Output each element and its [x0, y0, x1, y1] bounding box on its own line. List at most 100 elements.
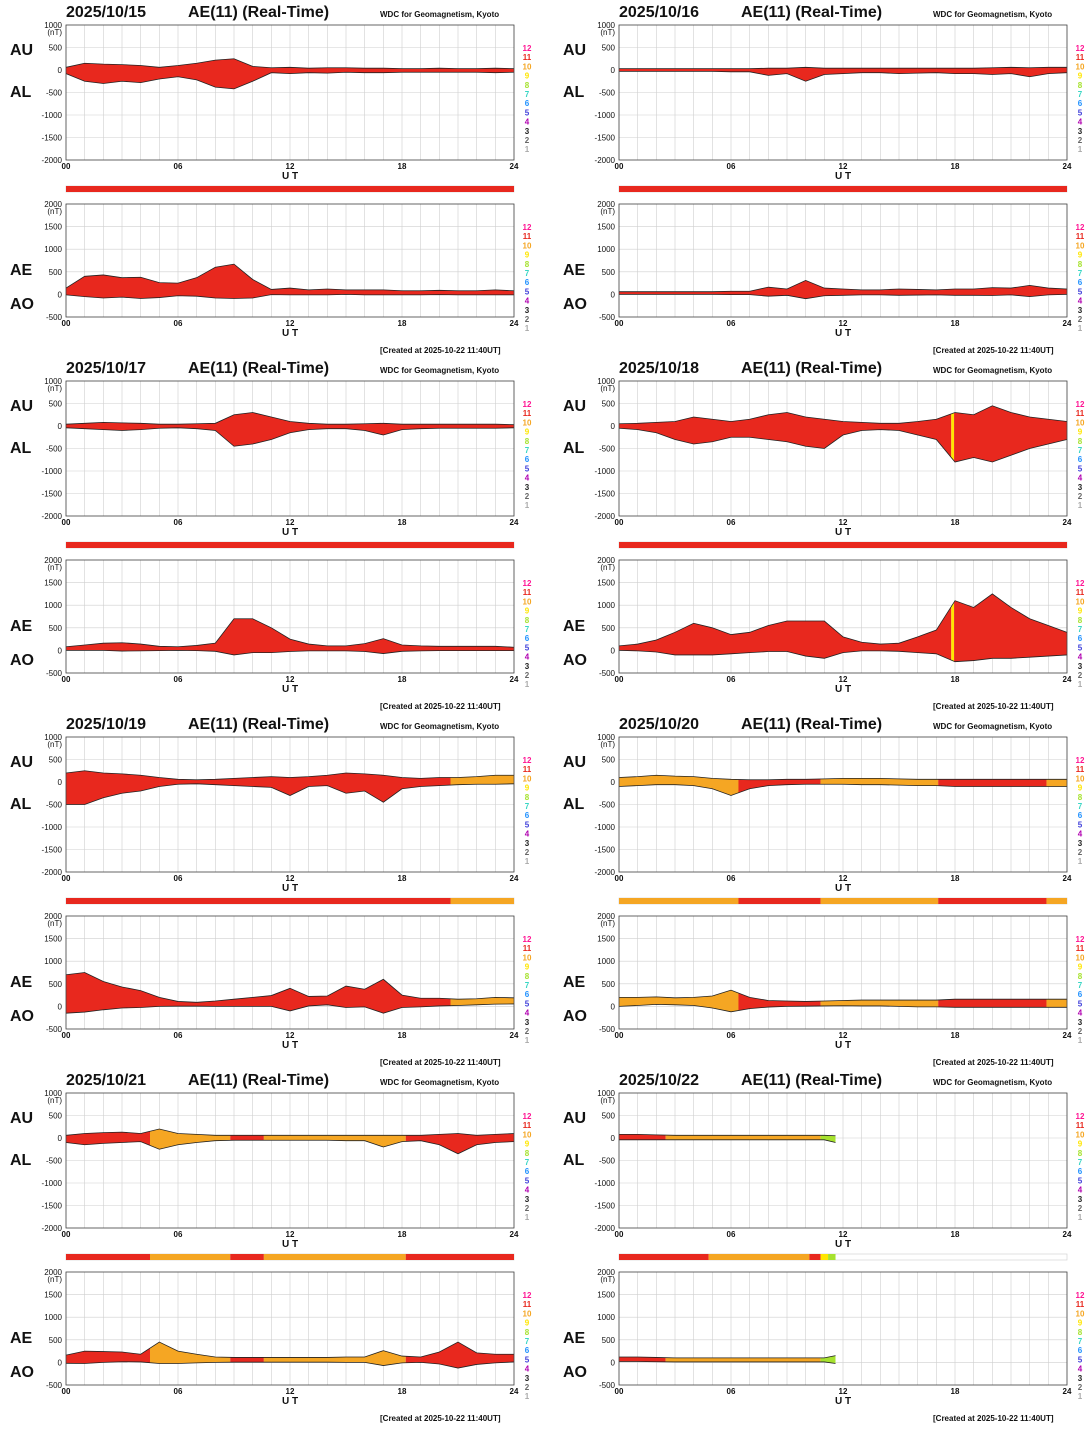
level-legend-label: 8 [1078, 616, 1083, 625]
level-legend-label: 4 [525, 1365, 530, 1374]
y-tick-label: -1500 [42, 1202, 63, 1211]
chart-date: 2025/10/19 [66, 716, 147, 733]
y-tick-label: 2000 [44, 200, 62, 209]
x-tick-label: 06 [174, 1387, 183, 1396]
level-legend-label: 4 [525, 118, 530, 127]
x-axis-label: U T [282, 684, 298, 695]
level-legend-label: 10 [1076, 1309, 1085, 1318]
level-legend-label: 12 [523, 223, 532, 232]
al-series-line [65, 427, 515, 447]
x-axis-label: U T [835, 328, 851, 339]
chart-panel: 1000 500 0 -500 -1000 -1500 -2000 (nT) 00 06 12 18 2… [0, 0, 540, 356]
level-legend-label: 5 [525, 1355, 530, 1364]
level-legend-label: 8 [525, 793, 530, 802]
level-legend-label: 9 [525, 428, 530, 437]
level-legend-label: 2 [525, 1204, 530, 1213]
x-tick-label: 06 [727, 1387, 736, 1396]
x-tick-label: 00 [62, 518, 71, 527]
level-legend-label: 6 [1078, 1346, 1083, 1355]
area-fill [66, 264, 514, 299]
level-legend-label: 12 [523, 44, 532, 53]
y-tick-label: 1500 [44, 579, 62, 588]
plot-frame [618, 1092, 1068, 1229]
grid [65, 203, 515, 318]
ae-series-line [65, 1341, 514, 1358]
y-tick-label: -500 [46, 1025, 63, 1034]
unit-label: (nT) [47, 1275, 62, 1284]
unit-label: (nT) [600, 919, 615, 928]
y-tick-label: 2000 [44, 556, 62, 565]
y-tick-label: 0 [611, 778, 616, 787]
unit-label: (nT) [47, 28, 62, 37]
x-tick-label: 18 [398, 319, 407, 328]
unit-label: (nT) [600, 28, 615, 37]
level-legend-label: 3 [1078, 1018, 1083, 1027]
x-tick-label: 24 [510, 1031, 519, 1040]
y-tick-label: 500 [602, 980, 616, 989]
level-legend-label: 7 [525, 802, 530, 811]
x-tick-label: 18 [951, 518, 960, 527]
y-tick-label: 500 [602, 1336, 616, 1345]
level-bar-segment [450, 898, 514, 904]
y-tick-label: 1000 [44, 957, 62, 966]
level-legend-label: 2 [1078, 136, 1083, 145]
y-tick-label: 1000 [44, 733, 62, 742]
al-label: AL [563, 84, 585, 101]
x-tick-label: 12 [839, 675, 848, 684]
level-legend-label: 12 [1076, 1291, 1085, 1300]
unit-label: (nT) [600, 384, 615, 393]
y-tick-label: -1500 [42, 490, 63, 499]
level-legend-label: 11 [523, 1121, 532, 1130]
al-label: AL [10, 796, 32, 813]
level-legend-label: 9 [525, 72, 530, 81]
area-fill [738, 778, 821, 793]
x-axis-label: U T [835, 171, 851, 182]
al-series-line [65, 71, 515, 90]
source-label: WDC for Geomagnetism, Kyoto [933, 1078, 1053, 1087]
level-legend-label: 7 [1078, 802, 1083, 811]
level-legend-label: 6 [1078, 455, 1083, 464]
ae-series-line [619, 1355, 836, 1359]
level-bar-segment [66, 186, 514, 192]
y-tick-label: 0 [58, 1134, 63, 1143]
level-legend-label: 6 [525, 278, 530, 287]
area-fill [230, 1135, 264, 1141]
x-tick-label: 06 [727, 1031, 736, 1040]
x-axis-label: U T [282, 1239, 298, 1250]
level-legend-label: 10 [523, 1130, 532, 1139]
y-tick-label: 1500 [44, 1291, 62, 1300]
level-legend-label: 5 [525, 820, 530, 829]
area-fill [619, 1134, 666, 1140]
level-legend-label: 8 [1078, 793, 1083, 802]
chart-date: 2025/10/22 [619, 1072, 700, 1089]
ao-label: AO [10, 1008, 34, 1025]
level-legend-label: 6 [1078, 811, 1083, 820]
y-tick-label: -500 [599, 1381, 616, 1390]
level-legend-label: 3 [525, 127, 530, 136]
au-label: AU [10, 42, 34, 59]
plot-frame [65, 24, 515, 161]
plot-frame [618, 380, 1068, 517]
au-series-line [65, 412, 515, 426]
chart-date: 2025/10/16 [619, 4, 700, 21]
level-legend-label: 11 [1076, 409, 1085, 418]
plot-frame [618, 559, 1068, 674]
x-tick-label: 00 [62, 1230, 71, 1239]
x-tick-label: 06 [727, 874, 736, 883]
chart-title: AE(11) (Real-Time) [741, 360, 883, 377]
chart-title: AE(11) (Real-Time) [188, 716, 330, 733]
source-label: WDC for Geomagnetism, Kyoto [380, 366, 500, 375]
ao-label: AO [10, 652, 34, 669]
level-legend-label: 10 [1076, 241, 1085, 250]
y-tick-label: 0 [611, 66, 616, 75]
level-legend-label: 1 [1078, 1036, 1083, 1045]
y-tick-label: 1000 [597, 377, 615, 386]
created-timestamp: [Created at 2025-10-22 11:40UT] [933, 1414, 1054, 1423]
area-fill [66, 1348, 150, 1364]
level-legend-label: 11 [523, 1300, 532, 1309]
chart-date: 2025/10/15 [66, 4, 147, 21]
x-axis-label: U T [835, 684, 851, 695]
level-bar-segment [619, 1254, 709, 1260]
